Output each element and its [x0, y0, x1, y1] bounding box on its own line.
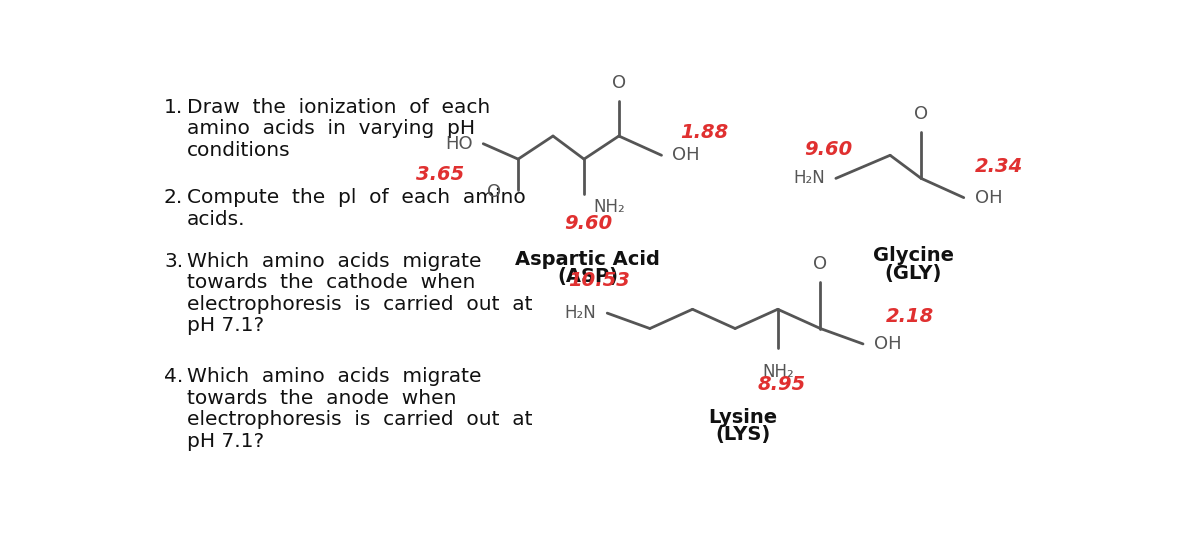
Text: electrophoresis  is  carried  out  at: electrophoresis is carried out at [187, 410, 533, 429]
Text: (ASP): (ASP) [557, 267, 618, 286]
Text: 1.: 1. [164, 97, 184, 117]
Text: Glycine: Glycine [872, 246, 954, 265]
Text: pH 7.1?: pH 7.1? [187, 431, 264, 451]
Text: pH 7.1?: pH 7.1? [187, 316, 264, 335]
Text: OH: OH [672, 146, 700, 164]
Text: O: O [612, 74, 626, 92]
Text: H₂N: H₂N [565, 304, 596, 322]
Text: towards  the  anode  when: towards the anode when [187, 389, 457, 408]
Text: acids.: acids. [187, 210, 246, 229]
Text: 8.95: 8.95 [757, 375, 805, 394]
Text: Lysine: Lysine [708, 408, 778, 426]
Text: HO: HO [445, 135, 473, 153]
Text: Which  amino  acids  migrate: Which amino acids migrate [187, 251, 481, 271]
Text: 4.: 4. [164, 367, 184, 386]
Text: OH: OH [874, 335, 901, 353]
Text: 9.60: 9.60 [804, 140, 852, 158]
Text: Draw  the  ionization  of  each: Draw the ionization of each [187, 97, 491, 117]
Text: amino  acids  in  varying  pH: amino acids in varying pH [187, 119, 475, 138]
Text: towards  the  cathode  when: towards the cathode when [187, 273, 475, 292]
Text: 10.53: 10.53 [569, 271, 630, 290]
Text: H₂N: H₂N [793, 170, 826, 187]
Text: Aspartic Acid: Aspartic Acid [516, 250, 660, 269]
Text: O: O [814, 255, 828, 273]
Text: conditions: conditions [187, 141, 290, 160]
Text: Compute  the  pl  of  each  amino: Compute the pl of each amino [187, 188, 526, 207]
Text: (GLY): (GLY) [884, 264, 942, 282]
Text: 3.: 3. [164, 251, 184, 271]
Text: Which  amino  acids  migrate: Which amino acids migrate [187, 367, 481, 386]
Text: OH: OH [974, 188, 1002, 207]
Text: 3.65: 3.65 [416, 165, 464, 184]
Text: (LYS): (LYS) [715, 425, 770, 444]
Text: electrophoresis  is  carried  out  at: electrophoresis is carried out at [187, 295, 533, 314]
Text: O: O [487, 183, 502, 201]
Text: 9.60: 9.60 [564, 214, 612, 232]
Text: 2.18: 2.18 [886, 307, 934, 326]
Text: O: O [914, 105, 928, 123]
Text: 2.34: 2.34 [974, 157, 1022, 176]
Text: 2.: 2. [164, 188, 184, 207]
Text: 1.88: 1.88 [680, 123, 728, 142]
Text: NH₂: NH₂ [593, 197, 625, 216]
Text: NH₂: NH₂ [762, 363, 793, 381]
